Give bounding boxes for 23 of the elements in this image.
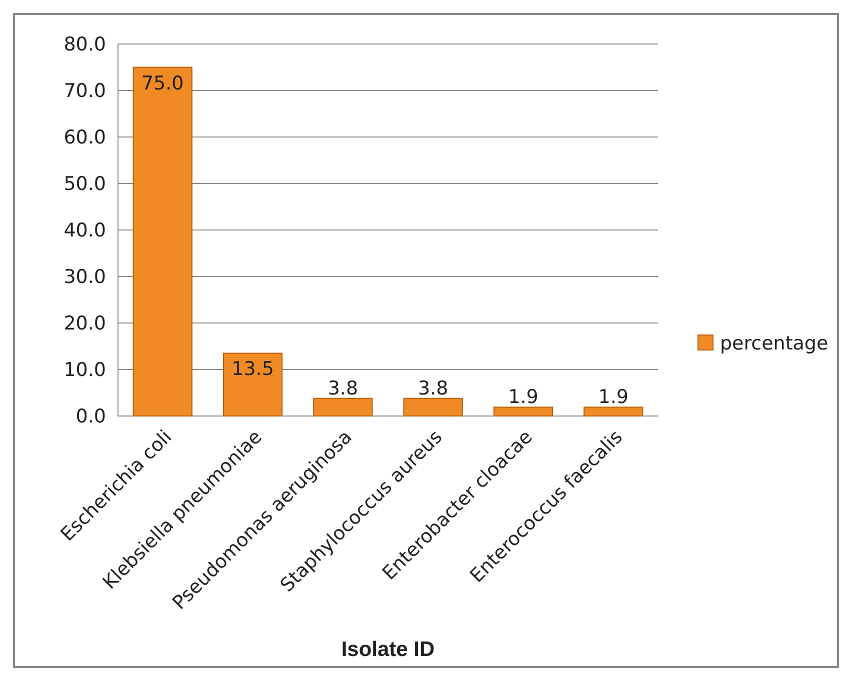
x-axis-title: Isolate ID: [341, 638, 435, 661]
data-label: 1.9: [598, 386, 628, 408]
y-tick-label: 70.0: [64, 80, 106, 102]
y-tick-label: 10.0: [64, 359, 106, 382]
y-tick-label: 50.0: [64, 173, 106, 196]
bar: [584, 406, 644, 416]
legend-label: percentage: [720, 332, 828, 355]
y-tick-label: 30.0: [64, 266, 106, 288]
data-label: 1.9: [508, 386, 538, 408]
bar: [132, 66, 192, 416]
y-tick-label: 80.0: [64, 34, 106, 56]
y-tick-label: 40.0: [64, 220, 106, 242]
bar: [313, 398, 373, 416]
data-label: 3.8: [328, 377, 358, 400]
y-tick-label: 20.0: [64, 312, 106, 335]
y-tick-label: 60.0: [64, 126, 106, 149]
bar: [222, 352, 283, 416]
data-label: 75.0: [141, 72, 184, 94]
bar: [493, 406, 554, 416]
data-label: 3.8: [418, 377, 448, 400]
y-tick-label: 0.0: [76, 406, 106, 428]
bar: [403, 398, 463, 416]
data-label: 13.5: [232, 358, 274, 380]
